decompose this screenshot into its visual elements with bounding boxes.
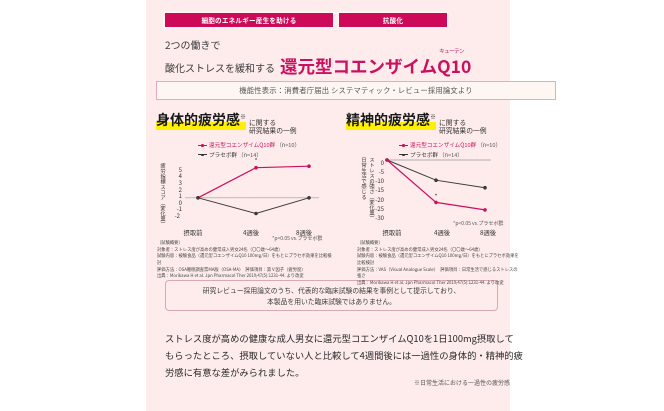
svg-text:*: * bbox=[255, 156, 258, 165]
svg-text:*: * bbox=[435, 192, 438, 201]
